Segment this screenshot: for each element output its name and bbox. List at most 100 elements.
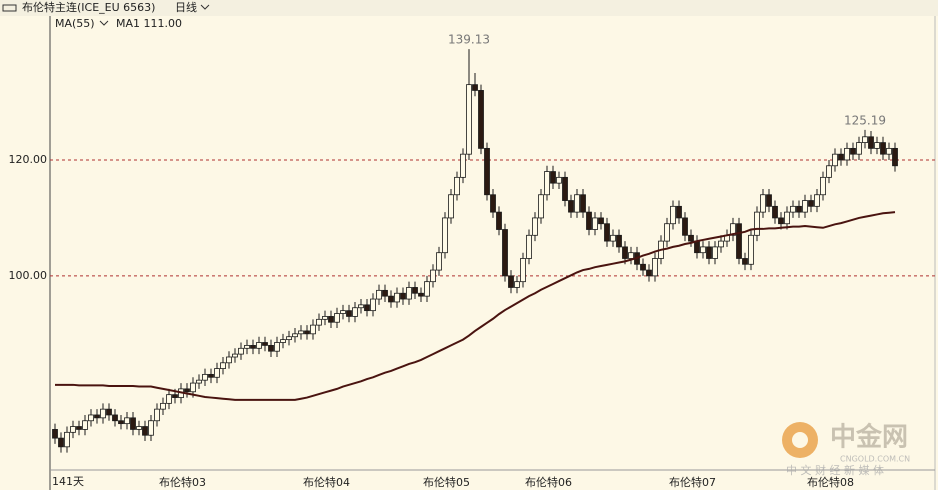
candle-body — [526, 234, 532, 259]
candle-body — [520, 258, 526, 283]
candle-body — [424, 281, 430, 297]
candle-body — [400, 292, 406, 300]
period-chevron[interactable] — [200, 4, 210, 10]
candle-body — [688, 234, 694, 242]
candle-body — [244, 345, 250, 349]
x-tick-label: 布伦特08 — [807, 475, 854, 489]
candle-body — [616, 234, 622, 248]
x-tick-label: 布伦特04 — [303, 475, 350, 489]
candle-body — [880, 142, 886, 155]
candle-body — [232, 353, 238, 358]
candle-body — [532, 217, 538, 236]
ma-line — [55, 211, 896, 401]
candle-body — [52, 429, 58, 439]
candle-body — [706, 246, 712, 259]
candle-body — [208, 373, 214, 378]
candle-body — [742, 258, 748, 265]
watermark-url: CNGOLD.COM.CN — [840, 455, 910, 464]
watermark: 中金网 CNGOLD.COM.CN 中 文 财 经 新 媒 体 — [782, 422, 910, 477]
candle-body — [256, 342, 262, 349]
candle-body — [466, 84, 472, 155]
candle-body — [574, 194, 580, 213]
candle-body — [412, 287, 418, 294]
candle-body — [640, 263, 646, 271]
candle-body — [496, 211, 502, 230]
candle-body — [682, 217, 688, 236]
candle-body — [796, 205, 802, 213]
candle-body — [508, 275, 514, 288]
watermark-name: 中金网 — [830, 422, 908, 453]
candle-body — [676, 205, 682, 219]
candle-body — [766, 194, 772, 207]
candle-body — [514, 281, 520, 288]
candle-body — [604, 223, 610, 242]
candle-body — [862, 136, 868, 143]
candle-body — [148, 420, 154, 436]
span-label: 141天 — [52, 475, 84, 488]
candle-body — [820, 176, 826, 196]
candle-body — [544, 171, 550, 196]
candle-body — [382, 289, 388, 297]
symbol-icon[interactable] — [2, 4, 17, 12]
candle-body — [760, 194, 766, 213]
candle-body — [106, 408, 112, 416]
candle-body — [334, 313, 340, 323]
indicator-chevron[interactable] — [99, 20, 109, 26]
x-tick-label: 布伦特05 — [423, 475, 470, 489]
candle-body — [268, 345, 274, 352]
candle-body — [802, 200, 808, 213]
candle-body — [292, 333, 298, 338]
candle-body — [598, 217, 604, 225]
candle-body — [196, 379, 202, 384]
candle-body — [70, 426, 76, 433]
candle-body — [142, 426, 148, 436]
candle-body — [394, 292, 400, 303]
x-tick-label: 布伦特03 — [159, 475, 206, 489]
candle-body — [790, 205, 796, 213]
candle-body — [154, 408, 160, 422]
candle-body — [478, 90, 484, 149]
period[interactable]: 日线 — [175, 0, 197, 14]
candle-body — [76, 426, 82, 430]
candle-body — [442, 217, 448, 254]
candle-body — [226, 356, 232, 364]
candle-body — [370, 298, 376, 312]
candle-body — [562, 176, 568, 201]
candle-body — [376, 289, 382, 300]
y-tick-label: 120.00 — [9, 153, 48, 166]
candle-body — [172, 394, 178, 398]
x-tick-label: 布伦特06 — [525, 475, 572, 489]
candle-body — [736, 223, 742, 259]
annotation: 139.13 — [448, 33, 490, 47]
indicator[interactable]: MA(55) — [55, 17, 95, 30]
candle-body — [310, 324, 316, 335]
candle-body — [784, 211, 790, 225]
candle-body — [538, 194, 544, 219]
x-tick-label: 布伦特07 — [669, 475, 716, 489]
candle-body — [826, 165, 832, 178]
symbol-title[interactable]: 布伦特主连(ICE_EU 6563) — [22, 0, 155, 14]
candle-body — [844, 147, 850, 161]
candle-body — [184, 388, 190, 393]
annotation: 125.19 — [844, 113, 886, 127]
candle-body — [448, 194, 454, 219]
candle-body — [778, 217, 784, 225]
watermark-slogan: 中 文 财 经 新 媒 体 — [786, 463, 884, 477]
candle-body — [124, 417, 130, 425]
candle-body — [700, 246, 706, 254]
ma-label: MA1 111.00 — [116, 17, 182, 30]
candle-body — [694, 240, 700, 254]
candle-body — [160, 402, 166, 410]
candle-body — [502, 229, 508, 277]
candle-body — [592, 217, 598, 230]
candle-body — [814, 194, 820, 207]
candle-body — [364, 304, 370, 312]
candle-body — [472, 84, 478, 91]
candle-body — [622, 246, 628, 259]
candle-body — [712, 246, 718, 259]
candle-body — [484, 147, 490, 196]
candle-body — [322, 316, 328, 320]
candle-body — [406, 287, 412, 300]
